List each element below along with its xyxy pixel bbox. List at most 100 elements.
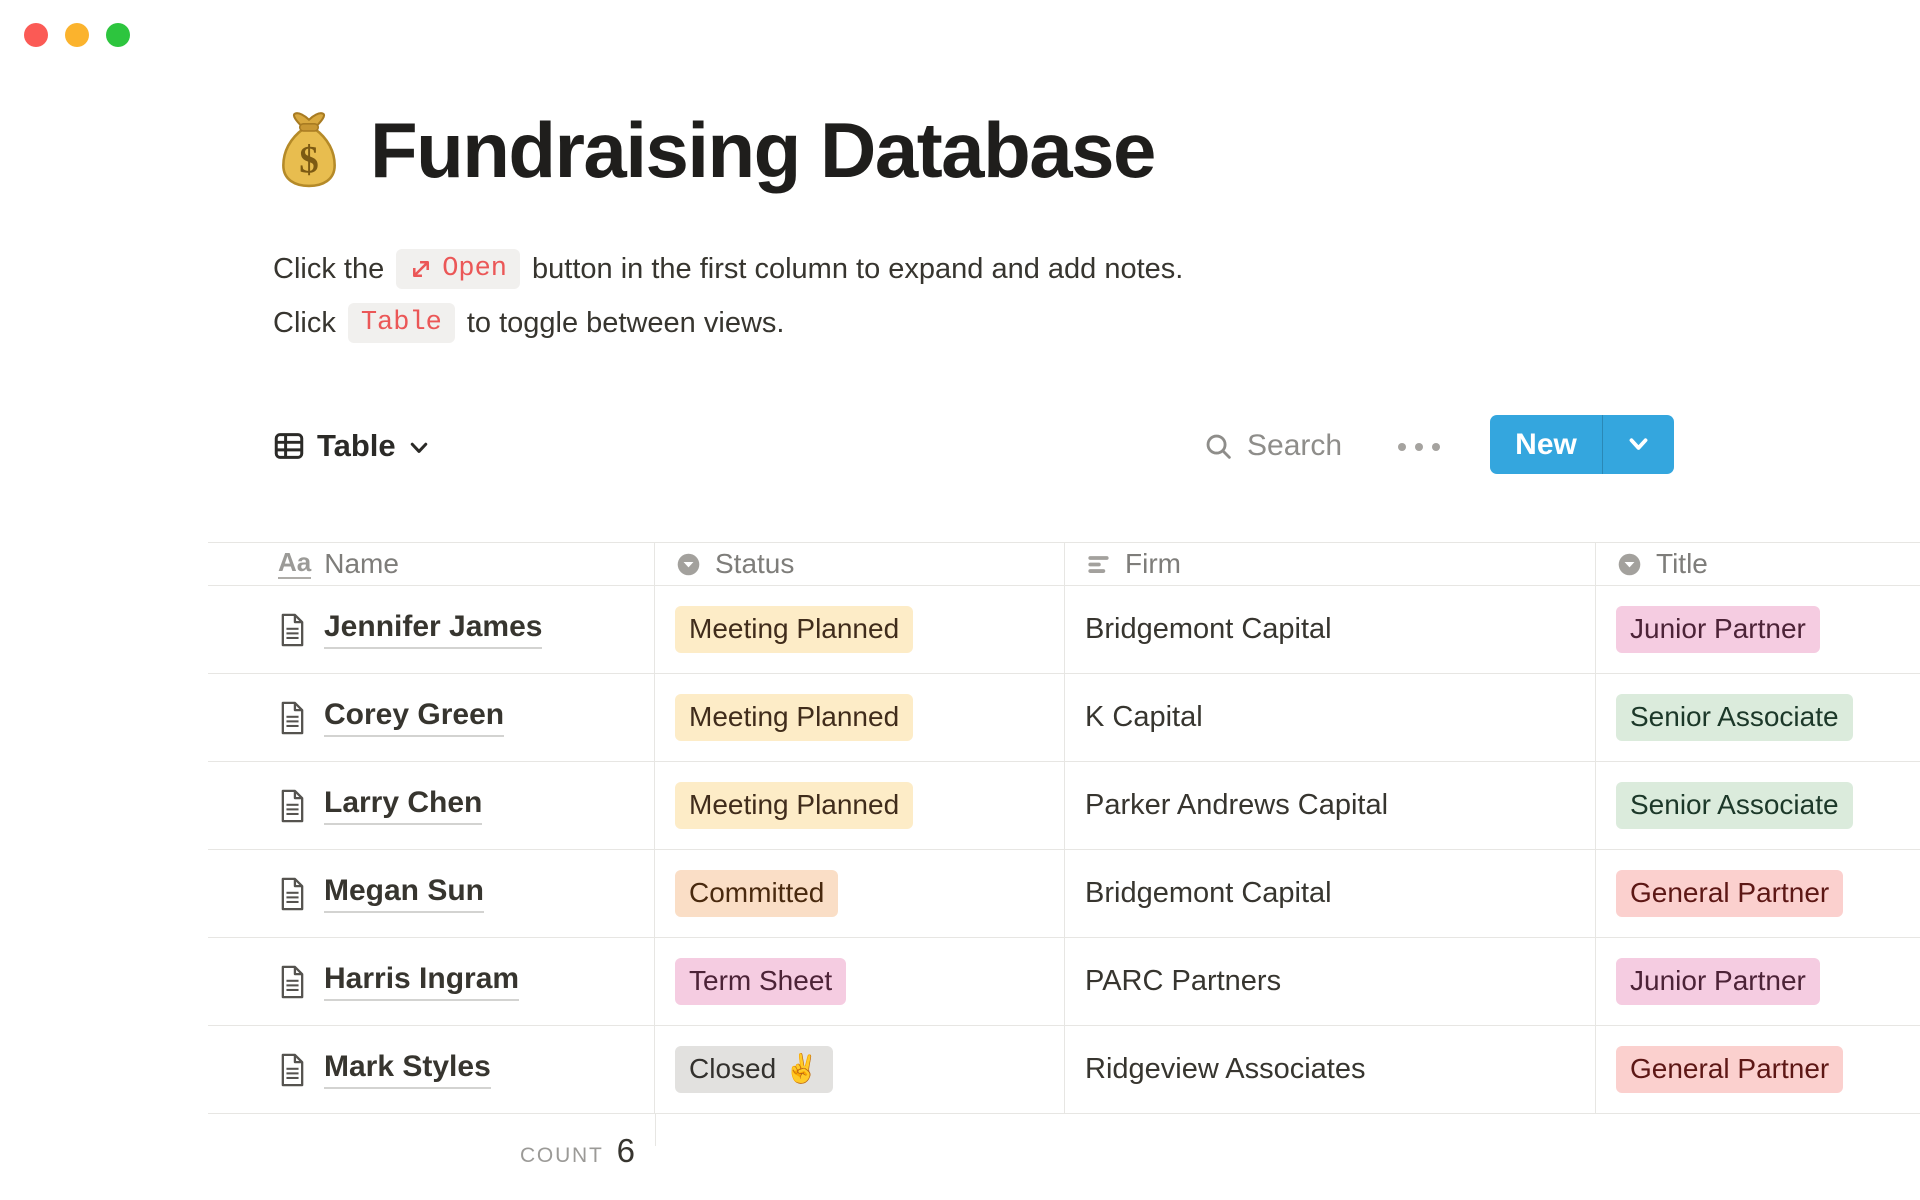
count-calculation[interactable]: COUNT 6	[208, 1132, 635, 1170]
row-name-link[interactable]: Megan Sun	[324, 874, 485, 913]
table-header-row: Aa Name Status Firm	[208, 542, 1920, 586]
search-label: Search	[1247, 429, 1343, 462]
title-tag: Senior Associate	[1616, 782, 1853, 829]
firm-cell[interactable]: Ridgeview Associates	[1065, 1026, 1596, 1113]
status-cell[interactable]: Committed	[655, 850, 1065, 937]
title-cell[interactable]: General Partner	[1596, 1026, 1920, 1113]
chevron-down-icon	[407, 436, 431, 460]
page-document-icon	[278, 613, 307, 647]
name-cell[interactable]: Harris Ingram	[208, 938, 655, 1025]
page-document-icon	[278, 701, 307, 735]
instruction-text: Click the	[273, 252, 385, 285]
status-tag: Meeting Planned	[675, 782, 914, 829]
minimize-window-button[interactable]	[65, 23, 89, 47]
name-cell[interactable]: Jennifer James	[208, 586, 655, 673]
status-cell[interactable]: Meeting Planned	[655, 674, 1065, 761]
money-bag-icon: $	[276, 111, 342, 189]
table-grid-icon	[272, 429, 306, 463]
status-cell[interactable]: Meeting Planned	[655, 586, 1065, 673]
page-document-icon	[278, 877, 307, 911]
status-cell[interactable]: Term Sheet	[655, 938, 1065, 1025]
count-value: 6	[616, 1132, 635, 1169]
table-row: Harris Ingram Term Sheet PARC Partners J…	[208, 938, 1920, 1026]
row-name-link[interactable]: Mark Styles	[324, 1050, 491, 1089]
title-tag: Junior Partner	[1616, 958, 1820, 1005]
title-cell[interactable]: Senior Associate	[1596, 674, 1920, 761]
row-name-link[interactable]: Corey Green	[324, 698, 505, 737]
column-label: Status	[715, 548, 795, 579]
select-circle-icon	[1616, 551, 1643, 578]
search-button[interactable]: Search	[1203, 418, 1342, 474]
column-header-title[interactable]: Title	[1596, 543, 1920, 585]
text-lines-icon	[1085, 551, 1112, 578]
column-header-name[interactable]: Aa Name	[208, 543, 655, 585]
status-cell[interactable]: Closed ✌	[655, 1026, 1065, 1113]
title-tag: Junior Partner	[1616, 606, 1820, 653]
new-dropdown-button[interactable]	[1602, 415, 1674, 474]
instruction-text: to toggle between views.	[466, 306, 785, 339]
status-tag: Closed ✌	[675, 1046, 833, 1093]
status-tag: Meeting Planned	[675, 694, 914, 741]
name-cell[interactable]: Larry Chen	[208, 762, 655, 849]
table-row: Jennifer James Meeting Planned Bridgemon…	[208, 586, 1920, 674]
title-cell[interactable]: Senior Associate	[1596, 762, 1920, 849]
column-label: Name	[324, 548, 399, 579]
firm-cell[interactable]: PARC Partners	[1065, 938, 1596, 1025]
firm-cell[interactable]: Bridgemont Capital	[1065, 586, 1596, 673]
name-cell[interactable]: Megan Sun	[208, 850, 655, 937]
text-Aa-icon: Aa	[278, 547, 312, 579]
firm-cell[interactable]: Parker Andrews Capital	[1065, 762, 1596, 849]
zoom-window-button[interactable]	[106, 23, 130, 47]
count-label: COUNT	[519, 1144, 604, 1167]
title-tag: General Partner	[1616, 870, 1844, 917]
status-tag: Meeting Planned	[675, 606, 914, 653]
name-cell[interactable]: Mark Styles	[208, 1026, 655, 1113]
page-instructions: Click the Open button in the first colum…	[273, 242, 1183, 350]
view-label: Table	[317, 428, 396, 463]
close-window-button[interactable]	[24, 23, 48, 47]
row-name-link[interactable]: Larry Chen	[324, 786, 483, 825]
table-row: Mark Styles Closed ✌ Ridgeview Associate…	[208, 1026, 1920, 1114]
instruction-text: Click	[273, 306, 336, 339]
page-document-icon	[278, 789, 307, 823]
title-cell[interactable]: General Partner	[1596, 850, 1920, 937]
column-header-status[interactable]: Status	[655, 543, 1065, 585]
status-tag: Term Sheet	[675, 958, 847, 1005]
select-circle-icon	[675, 551, 702, 578]
table-row: Larry Chen Meeting Planned Parker Andrew…	[208, 762, 1920, 850]
instruction-line-1: Click the Open button in the first colum…	[273, 242, 1183, 296]
row-name-link[interactable]: Jennifer James	[324, 610, 543, 649]
status-cell[interactable]: Meeting Planned	[655, 762, 1065, 849]
more-options-button[interactable]	[1398, 441, 1440, 453]
table-row: Megan Sun Committed Bridgemont Capital G…	[208, 850, 1920, 938]
search-icon	[1203, 431, 1234, 462]
new-button[interactable]: New	[1490, 415, 1602, 474]
instruction-text: button in the first column to expand and…	[532, 252, 1184, 285]
database-table: Aa Name Status Firm	[208, 542, 1920, 1114]
page-title: Fundraising Database	[370, 105, 1156, 194]
view-switcher-table[interactable]: Table	[272, 418, 431, 474]
chevron-down-icon	[1626, 432, 1651, 457]
svg-text:$: $	[299, 139, 319, 182]
name-cell[interactable]: Corey Green	[208, 674, 655, 761]
firm-cell[interactable]: K Capital	[1065, 674, 1596, 761]
page-document-icon	[278, 965, 307, 999]
row-name-link[interactable]: Harris Ingram	[324, 962, 520, 1001]
table-chip: Table	[347, 303, 455, 343]
page-document-icon	[278, 1053, 307, 1087]
open-chip-label: Open	[442, 254, 508, 284]
firm-cell[interactable]: Bridgemont Capital	[1065, 850, 1596, 937]
new-button-label: New	[1515, 427, 1577, 461]
table-row: Corey Green Meeting Planned K Capital Se…	[208, 674, 1920, 762]
diagonal-expand-arrow-icon	[409, 257, 433, 281]
column-label: Firm	[1125, 548, 1181, 579]
title-cell[interactable]: Junior Partner	[1596, 938, 1920, 1025]
title-cell[interactable]: Junior Partner	[1596, 586, 1920, 673]
open-chip: Open	[396, 249, 521, 289]
table-chip-label: Table	[360, 308, 442, 338]
window-controls	[24, 23, 130, 47]
title-tag: Senior Associate	[1616, 694, 1853, 741]
instruction-line-2: Click Table to toggle between views.	[273, 296, 1183, 350]
column-header-firm[interactable]: Firm	[1065, 543, 1596, 585]
ellipsis-icon	[1415, 443, 1423, 451]
